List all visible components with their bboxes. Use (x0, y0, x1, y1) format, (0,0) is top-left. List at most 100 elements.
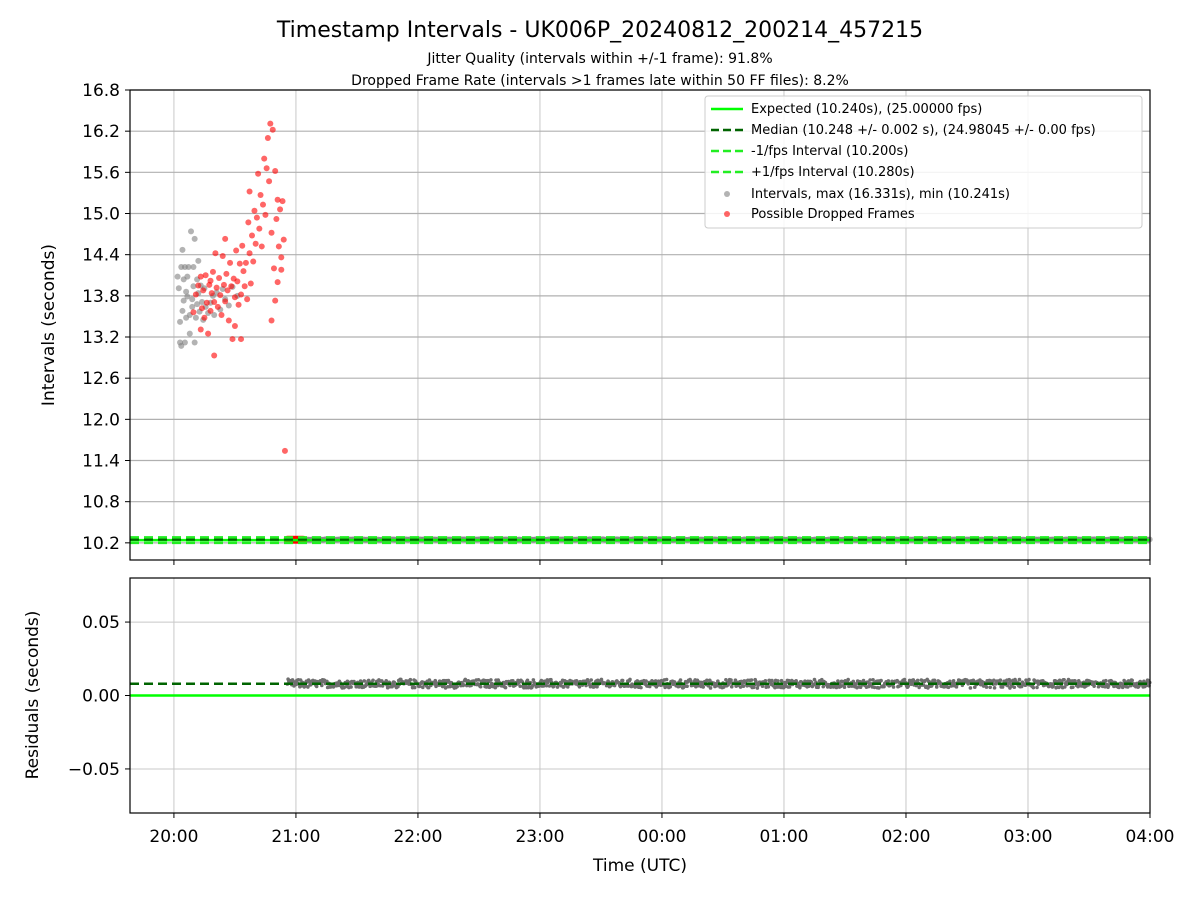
interval-point (188, 228, 195, 235)
dropped-frame-point (269, 126, 276, 133)
residual-point (478, 684, 483, 689)
dropped-frame-point (198, 305, 205, 312)
dropped-frame-point (203, 299, 210, 306)
dropped-frame-point (227, 259, 234, 266)
intervals-axes: 10.2 10.8 11.4 12.0 12.6 13.2 13.8 14.4 15.0 15.6… (82, 81, 1151, 565)
dropped-frame-point (200, 287, 207, 294)
residual-point (384, 679, 389, 683)
residuals-y-tick-label: −0.05 (68, 760, 120, 780)
residual-point (1125, 685, 1130, 689)
dropped-frame-point (190, 309, 197, 316)
residual-point (1062, 677, 1066, 682)
residual-point (1071, 685, 1075, 689)
intervals-y-tick-label: 11.4 (82, 452, 120, 472)
dropped-frame-point (280, 236, 287, 243)
interval-point (191, 235, 198, 242)
dropped-frame-point (281, 447, 288, 454)
residual-point (934, 685, 939, 689)
residual-point (628, 677, 632, 682)
dropped-frame-point (225, 317, 232, 324)
residual-point (668, 684, 673, 689)
interval-point (190, 264, 197, 271)
dropped-frame-point (192, 291, 199, 298)
interval-point (195, 257, 202, 264)
residual-point (992, 686, 997, 690)
x-tick-label: 03:00 (1003, 827, 1052, 847)
residual-point (988, 685, 992, 690)
residual-point (408, 677, 413, 682)
residual-point (678, 678, 683, 682)
residual-point (891, 685, 896, 689)
interval-point (189, 296, 196, 303)
dropped-frame-point (213, 284, 220, 291)
dropped-frame-point (214, 303, 221, 310)
dropped-frame-point (263, 165, 270, 172)
interval-point (184, 273, 191, 280)
residual-point (412, 685, 417, 690)
residual-point (1130, 678, 1134, 683)
dropped-frame-point (268, 317, 275, 324)
residuals-marks (130, 677, 1152, 697)
interval-point (185, 264, 192, 271)
dropped-frame-point (251, 207, 258, 214)
residual-point (992, 678, 996, 683)
residual-point (861, 678, 866, 683)
dropped-frame-point (240, 268, 247, 275)
interval-point (211, 312, 218, 319)
residuals-frame (129, 577, 1151, 814)
dropped-frame-point (239, 242, 246, 249)
dropped-frame-point (258, 243, 265, 250)
residual-point (821, 684, 826, 689)
residual-point (539, 678, 544, 683)
intervals-y-tick-label: 12.6 (82, 369, 120, 389)
residual-point (701, 685, 706, 689)
intervals-marks (130, 120, 1153, 545)
residual-point (366, 678, 371, 683)
legend-swatch-dropped (724, 211, 730, 217)
residual-point (915, 678, 920, 683)
dropped-frame-point (270, 265, 277, 272)
dropped-frame-point (261, 155, 268, 162)
residual-point (954, 685, 959, 689)
residual-point (314, 684, 319, 689)
interval-point (177, 318, 184, 325)
dropped-frame-point (256, 225, 263, 232)
dropped-frame-point (224, 287, 231, 294)
intervals-frame (129, 89, 1151, 561)
residual-point (951, 679, 956, 683)
interval-point (174, 273, 181, 280)
dropped-frame-point (266, 178, 273, 185)
residual-point (427, 678, 432, 682)
intervals-y-tick-label: 12.0 (82, 410, 120, 430)
interval-point (181, 339, 188, 346)
residual-point (544, 683, 549, 688)
dropped-frame-point (229, 336, 236, 343)
dropped-frame-point (275, 243, 282, 250)
residual-point (525, 678, 530, 683)
chart-subtitle-jitter: Jitter Quality (intervals within +/-1 fr… (426, 51, 772, 67)
residual-point (1012, 685, 1017, 690)
dropped-frame-point (236, 260, 243, 267)
interval-point (175, 285, 182, 292)
residual-point (503, 685, 508, 690)
residual-point (871, 677, 875, 682)
interval-point (180, 297, 187, 304)
residual-point (518, 684, 522, 688)
dropped-frame-point (273, 215, 280, 222)
interval-point (179, 307, 186, 314)
residual-point (1017, 677, 1022, 682)
dropped-frame-point (252, 240, 259, 247)
dropped-frame-point (277, 206, 284, 213)
interval-point (198, 299, 205, 306)
dropped-frame-point (220, 281, 227, 288)
residual-point (577, 685, 582, 689)
dropped-frame-point (267, 120, 274, 127)
dropped-frame-point (278, 254, 285, 261)
dropped-frame-point (208, 290, 215, 297)
dropped-frame-point (247, 280, 254, 287)
residual-point (779, 678, 784, 683)
residuals-axes: 20:00 21:00 22:00 23:00 00:00 01:00 02:00 03:00… (68, 577, 1175, 847)
dropped-frame-point (274, 196, 281, 203)
dropped-frame-point (217, 292, 224, 299)
dropped-frame-point (278, 266, 285, 273)
